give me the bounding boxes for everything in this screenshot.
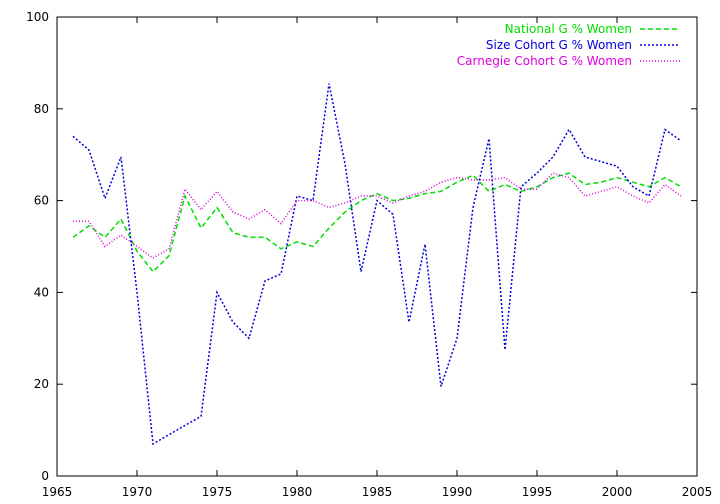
plot-frame	[56, 16, 698, 477]
x-tick-label: 1970	[122, 485, 153, 499]
x-tick-label: 1985	[362, 485, 393, 499]
x-tick-label: 1965	[42, 485, 73, 499]
legend-label-3: Carnegie Cohort G % Women	[457, 54, 632, 68]
data-lines	[72, 83, 682, 446]
x-tick-label: 1990	[442, 485, 473, 499]
y-tick-label: 80	[34, 102, 49, 116]
legend-label-2: Size Cohort G % Women	[486, 38, 632, 52]
x-tick-label: 1980	[282, 485, 313, 499]
series-line-1	[72, 172, 682, 273]
series-line-2	[72, 83, 682, 446]
x-tick-label: 2005	[682, 485, 713, 499]
y-tick-label: 0	[41, 469, 49, 483]
y-tick-label: 20	[34, 377, 49, 391]
x-tick-label: 2000	[602, 485, 633, 499]
x-tick-label: 1995	[522, 485, 553, 499]
y-tick-label: 60	[34, 194, 49, 208]
axis-ticks: 1965 1970 1975 1980 1985 1990 1995 2000 2005 0 20 4…	[26, 10, 712, 499]
series-line-3	[73, 172, 682, 259]
y-tick-label: 100	[26, 10, 49, 24]
y-tick-label: 40	[34, 285, 49, 299]
legend-label-1: National G % Women	[505, 22, 632, 36]
x-tick-label: 1975	[202, 485, 233, 499]
legend: National G % Women Size Cohort G % Women C…	[457, 22, 680, 68]
